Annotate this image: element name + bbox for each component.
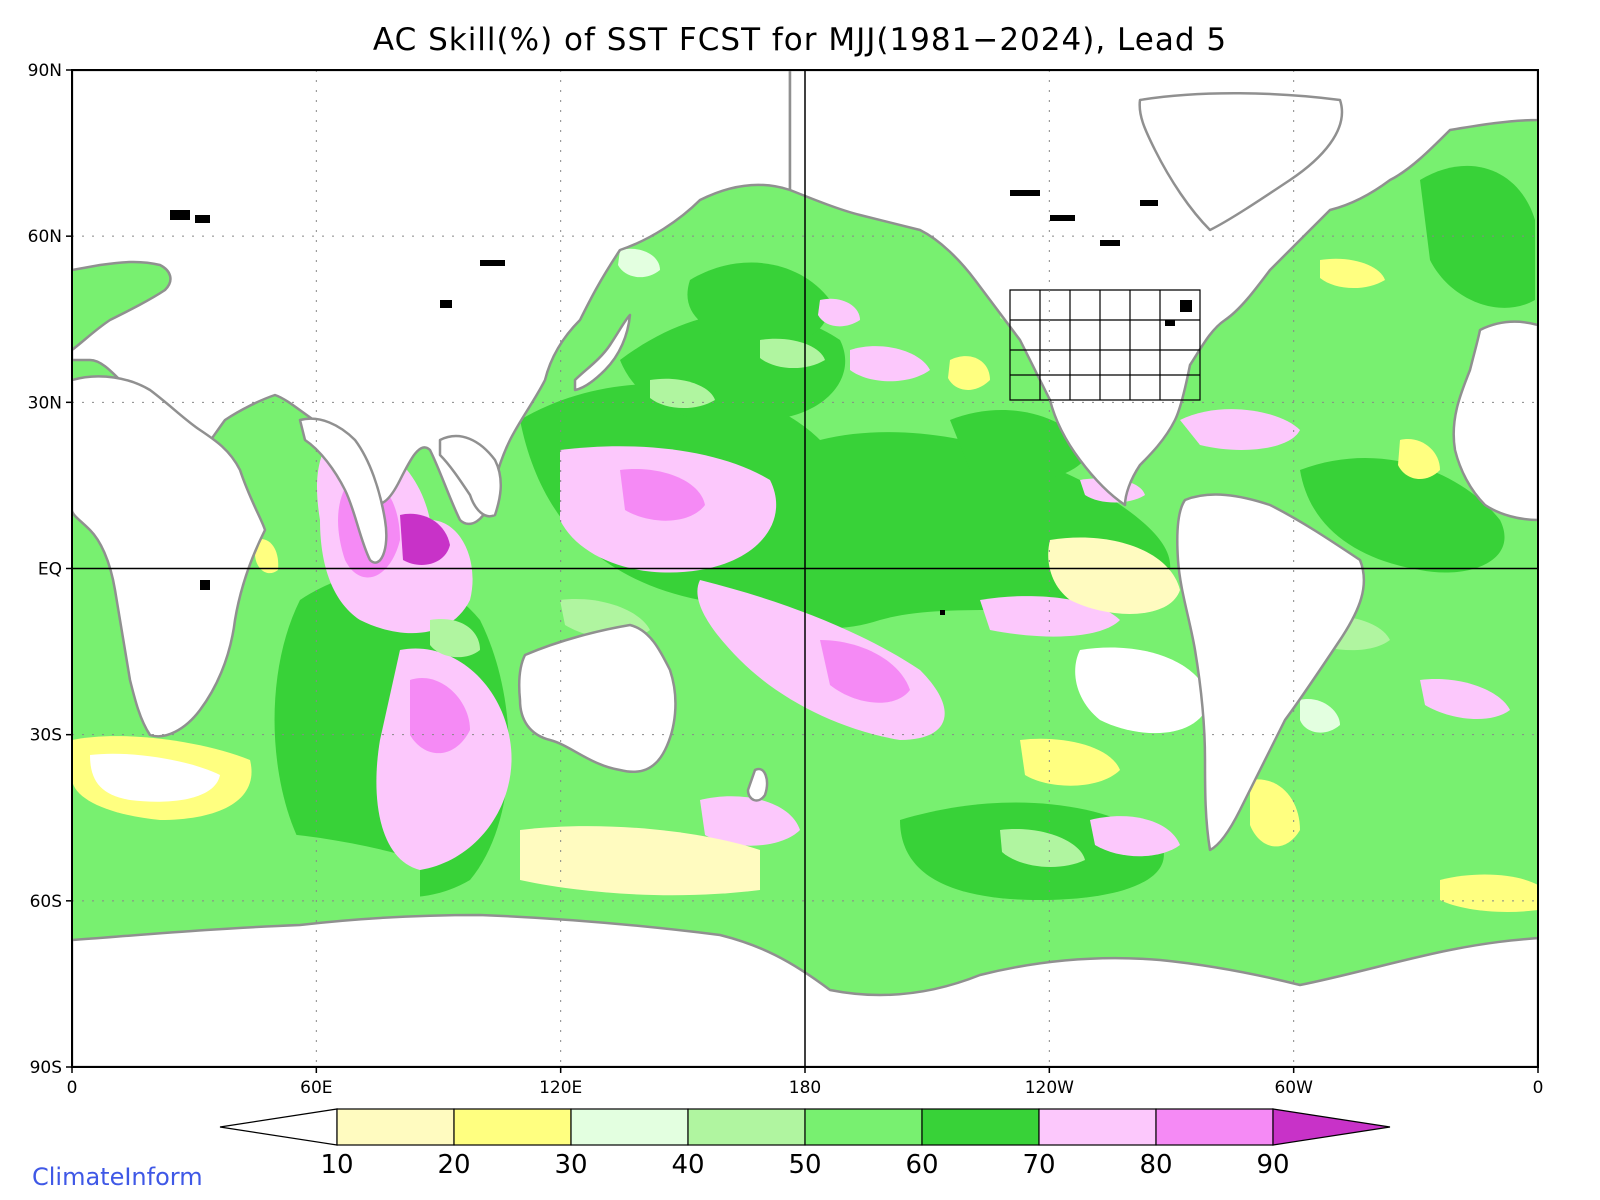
lat-tick-label: 30N: [28, 393, 62, 413]
lakes: [170, 190, 1192, 615]
lon-tick-label: 60E: [300, 1078, 332, 1098]
colorbar-segment: [1155, 1108, 1274, 1146]
lat-tick-label: 90N: [28, 61, 62, 81]
lon-tick-label: 180: [789, 1078, 821, 1098]
colorbar-level-label: 30: [554, 1150, 587, 1180]
lat-tick-label: 90S: [30, 1058, 62, 1078]
india-land: [298, 417, 388, 564]
latitude-labels: 90N 60N 30N EQ 30S 60S 90S: [28, 61, 72, 1078]
colorbar-segment: [1038, 1108, 1157, 1146]
colorbar-level-label: 90: [1256, 1150, 1289, 1180]
gridlines: [72, 70, 1538, 1067]
map-title: AC Skill(%) of SST FCST for MJJ(1981−202…: [372, 22, 1228, 58]
colorbar: 10 20 30 40 50 60 70 80 90: [219, 1108, 1391, 1180]
colorbar-level-label: 80: [1139, 1150, 1172, 1180]
colorbar-level-label: 10: [320, 1150, 353, 1180]
australia-land: [517, 623, 677, 774]
land-masses: [72, 70, 1538, 1067]
colorbar-level-label: 20: [437, 1150, 470, 1180]
south-america-land: [1176, 493, 1366, 852]
colorbar-segment: [804, 1108, 923, 1146]
lon-tick-label: 0: [67, 1078, 78, 1098]
colorbar-level-label: 60: [905, 1150, 938, 1180]
colorbar-upper-triangle: [1272, 1108, 1391, 1146]
colorbar-level-label: 50: [788, 1150, 821, 1180]
africa-land: [72, 375, 267, 738]
credit-text: ClimateInform: [32, 1163, 203, 1191]
lon-tick-label: 120E: [539, 1078, 582, 1098]
us-state-boundaries: [1009, 289, 1201, 401]
japan-land: [573, 313, 632, 392]
lon-tick-label: 120W: [1025, 1078, 1074, 1098]
lat-tick-label: 30S: [30, 726, 62, 746]
lat-tick-label: EQ: [38, 560, 62, 580]
lat-tick-label: 60N: [28, 227, 62, 247]
colorbar-segment: [921, 1108, 1040, 1146]
new-zealand-land: [746, 767, 769, 802]
lat-tick-label: 60S: [30, 892, 62, 912]
indochina-land: [438, 434, 502, 518]
greenland-land: [1138, 91, 1344, 232]
colorbar-level-label: 40: [671, 1150, 704, 1180]
north-america-land: [788, 70, 1538, 507]
lon-tick-label: 0: [1533, 1078, 1544, 1098]
colorbar-lower-triangle: [219, 1108, 338, 1146]
longitude-labels: 0 60E 120E 180 120W 60W 0: [67, 1067, 1544, 1098]
colorbar-segment: [336, 1108, 455, 1146]
colorbar-segment: [453, 1108, 572, 1146]
colorbar-segment: [687, 1108, 806, 1146]
colorbar-level-label: 70: [1022, 1150, 1055, 1180]
map-area: [72, 70, 1538, 1067]
lon-tick-label: 60W: [1274, 1078, 1313, 1098]
colorbar-segment: [570, 1108, 689, 1146]
